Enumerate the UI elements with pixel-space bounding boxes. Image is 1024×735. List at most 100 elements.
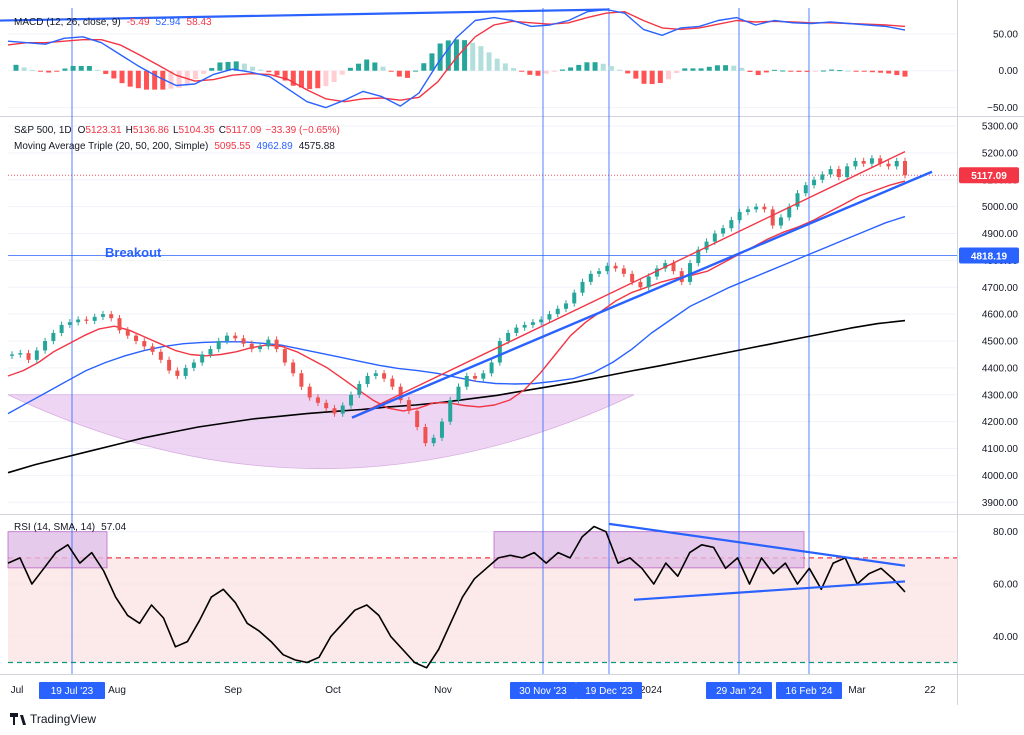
macd-histogram-bar bbox=[453, 39, 459, 71]
candle-body bbox=[406, 400, 411, 411]
macd-title: MACD (12, 26, close, 9) -5.49 52.94 58.43 bbox=[14, 17, 212, 28]
date-marker-label: 19 Jul '23 bbox=[51, 686, 94, 697]
y-tick-label: −50.00 bbox=[987, 103, 1018, 114]
tradingview-logo: TradingView bbox=[10, 712, 96, 726]
candle-body bbox=[630, 273, 635, 282]
candle-body bbox=[845, 166, 850, 178]
macd-histogram-bar bbox=[111, 70, 117, 79]
candle-body bbox=[448, 400, 453, 422]
macd-histogram-bar bbox=[747, 70, 753, 72]
series-lines bbox=[7, 8, 908, 669]
candle-body bbox=[878, 158, 883, 164]
macd-histogram-bar bbox=[184, 70, 190, 85]
candle-body bbox=[324, 402, 329, 409]
candle-body bbox=[67, 322, 72, 325]
macd-histogram-bar bbox=[478, 46, 484, 71]
candle-body bbox=[473, 375, 478, 379]
candle-body bbox=[621, 268, 626, 274]
candle-body bbox=[365, 375, 370, 385]
candle-body bbox=[654, 268, 659, 277]
macd-histogram-bar bbox=[617, 69, 623, 71]
y-tick-label: 50.00 bbox=[993, 29, 1018, 40]
candle-body bbox=[208, 349, 213, 355]
x-tick-label: Nov bbox=[434, 685, 452, 696]
price-channel-upper bbox=[351, 150, 906, 419]
y-tick-label: 40.00 bbox=[993, 632, 1018, 643]
macd-histogram-bar bbox=[298, 70, 304, 88]
candle-body bbox=[555, 308, 560, 315]
macd-histogram-bar bbox=[845, 70, 851, 72]
candle-body bbox=[770, 209, 775, 226]
candle-body bbox=[216, 341, 221, 350]
macd-histogram-bar bbox=[820, 70, 826, 72]
candle-body bbox=[572, 292, 577, 304]
candle-body bbox=[613, 265, 618, 269]
macd-histogram-bar bbox=[315, 70, 321, 89]
macd-histogram-bar bbox=[95, 69, 101, 71]
macd-histogram-bar bbox=[78, 66, 84, 71]
ma50-line bbox=[7, 215, 906, 415]
macd-histogram-bar bbox=[323, 70, 329, 87]
breakout-price-label-bg bbox=[959, 247, 1019, 264]
candle-body bbox=[597, 271, 602, 274]
macd-histogram-bar bbox=[878, 70, 884, 73]
candle-body bbox=[373, 373, 378, 376]
macd-histogram-bar bbox=[429, 53, 435, 71]
macd-histogram-bar bbox=[502, 63, 508, 71]
macd-histogram-bar bbox=[462, 40, 468, 71]
candle-body bbox=[10, 354, 14, 356]
macd-histogram-bar bbox=[519, 70, 525, 72]
candle-body bbox=[762, 206, 767, 210]
macd-histogram-bar bbox=[559, 69, 565, 71]
candle-body bbox=[903, 160, 907, 176]
macd-histogram-bar bbox=[861, 70, 867, 72]
macd-histogram-bar bbox=[731, 65, 737, 71]
candle-body bbox=[787, 206, 792, 218]
macd-histogram-bar bbox=[600, 63, 606, 71]
candle-body bbox=[506, 332, 511, 342]
candle-body bbox=[894, 160, 899, 167]
macd-histogram-bar bbox=[307, 70, 313, 90]
candle-body bbox=[423, 427, 428, 444]
candle-body bbox=[266, 339, 271, 347]
macd-histogram-bar bbox=[437, 43, 443, 71]
last-price-label: 5117.09 bbox=[971, 171, 1007, 182]
y-tick-label: 3900.00 bbox=[982, 498, 1019, 509]
candle-body bbox=[175, 370, 180, 376]
indicator-label: Moving Average Triple (20, 50, 200, Simp… bbox=[14, 141, 335, 152]
candle-body bbox=[431, 437, 436, 444]
candle-body bbox=[547, 314, 552, 320]
candle-body bbox=[481, 373, 486, 379]
candle-body bbox=[688, 263, 693, 282]
candle-body bbox=[134, 335, 139, 342]
macd-histogram-bar bbox=[902, 70, 908, 77]
y-tick-label: 4300.00 bbox=[982, 390, 1019, 401]
macd-histogram-bar bbox=[274, 70, 280, 76]
macd-histogram-bar bbox=[54, 70, 60, 72]
macd-histogram-bar bbox=[290, 70, 296, 86]
candle-body bbox=[828, 169, 833, 175]
macd-histogram-bar bbox=[780, 70, 786, 72]
macd-histogram-bar bbox=[209, 68, 215, 71]
macd-histogram-bar bbox=[356, 63, 362, 71]
rsi-line bbox=[7, 525, 906, 669]
macd-histogram-bar bbox=[233, 61, 239, 71]
macd-histogram-bar bbox=[788, 70, 794, 72]
macd-histogram-bar bbox=[853, 70, 859, 72]
candle-body bbox=[745, 209, 750, 213]
candle-body bbox=[514, 327, 519, 333]
date-marker-label: 29 Jan '24 bbox=[716, 686, 762, 697]
rsi-trendline bbox=[608, 522, 906, 567]
macd-histogram-bar bbox=[739, 67, 745, 71]
macd-histogram-bar bbox=[812, 70, 818, 72]
macd-histogram-bar bbox=[641, 70, 647, 84]
candle-body bbox=[853, 160, 858, 167]
highlight-zones bbox=[7, 174, 957, 664]
candle-body bbox=[588, 273, 593, 282]
macd-histogram-bar bbox=[282, 70, 288, 81]
macd-histogram-bar bbox=[649, 70, 655, 85]
macd-histogram-bar bbox=[372, 62, 378, 71]
x-tick-label: Sep bbox=[224, 685, 242, 696]
rsi-title: RSI (14, SMA, 14) 57.04 bbox=[14, 522, 127, 533]
